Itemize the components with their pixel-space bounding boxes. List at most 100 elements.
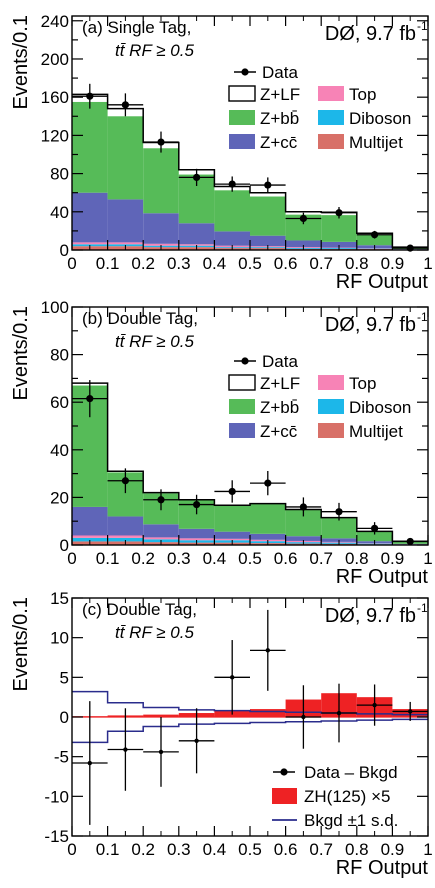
data-point	[230, 675, 235, 680]
x-tick-label: 0.9	[381, 254, 405, 273]
data-point	[264, 479, 272, 487]
data-point	[157, 138, 165, 146]
y-tick-label: 20	[50, 488, 69, 507]
x-axis-title: RF Output	[336, 857, 429, 879]
x-tick-label: 0.4	[203, 254, 227, 273]
panel-label: (a) Single Tag,	[82, 18, 191, 37]
panel-a-single-tag: 0 40 80 120 160 200 240 0 0.1 0.2 0.3 0.4 0.5 0.6 0.7 0…	[10, 12, 433, 293]
x-tick-label: 0.8	[345, 549, 369, 568]
legend: Data – Bkgd ZH(125) ×5 Bkgd ±1 s.d.	[272, 763, 398, 830]
x-tick-label: 0.9	[381, 840, 405, 859]
data-point	[86, 395, 94, 403]
x-tick-label: 0.1	[96, 254, 120, 273]
legend-top-label: Top	[349, 85, 376, 104]
top-bar	[143, 537, 179, 540]
data-point	[87, 760, 93, 766]
zcc-bar	[285, 536, 322, 541]
data-point	[157, 496, 165, 504]
zcc-bar	[250, 533, 286, 540]
legend-top-swatch	[318, 86, 344, 101]
y-tick-label: 160	[41, 88, 69, 107]
y-tick-label: -15	[44, 827, 69, 846]
zbb-bar	[356, 531, 393, 542]
zcc-bar	[321, 241, 357, 248]
zcc-bar	[107, 199, 144, 243]
zbb-bar	[72, 101, 108, 193]
panel-subtitle: tt̄ RF ≥ 0.5	[115, 623, 194, 642]
band-upper	[72, 690, 428, 716]
legend-diboson-swatch	[318, 399, 344, 414]
panel-label: (b) Double Tag,	[82, 309, 198, 328]
zcc-bar	[143, 524, 179, 538]
legend: Data Z+LF Top Z+bb̄ Diboson Z+cc̄ Multijet	[228, 352, 411, 441]
legend-zbb-label: Z+bb̄	[260, 109, 299, 128]
legend-zcc-label: Z+cc̄	[260, 133, 298, 152]
data-point	[123, 747, 128, 752]
legend-zlf-swatch	[228, 374, 256, 391]
panel-b-double-tag: 0 20 40 60 80 100 0 0.1 0.2 0.3 0.4 0.5 0.6 0.7 0.8 0.9…	[10, 298, 433, 588]
zbb-bar	[321, 215, 357, 242]
top-bar	[107, 242, 144, 245]
legend-data-label: Data	[262, 352, 298, 371]
x-tick-label: 0.5	[238, 254, 262, 273]
y-tick-label: 10	[50, 629, 69, 648]
data-point	[299, 503, 307, 511]
experiment-label: DØ, 9.7 fb	[325, 605, 416, 627]
panel-label: (c) Double Tag,	[82, 600, 197, 619]
legend-zcc-label: Z+cc̄	[260, 422, 298, 441]
y-tick-label: 200	[41, 50, 69, 69]
x-tick-label: 0.3	[167, 840, 191, 859]
experiment-label-superscript: -1	[417, 19, 428, 33]
y-tick-label: 60	[50, 393, 69, 412]
x-tick-label: 0.4	[203, 549, 227, 568]
x-tick-label: 0.3	[167, 254, 191, 273]
zcc-bar	[107, 516, 144, 536]
data-point	[228, 487, 236, 496]
zcc-bar	[214, 531, 250, 539]
data-point	[335, 508, 343, 516]
zbb-bar	[250, 196, 286, 236]
x-tick-label: 0.5	[238, 840, 262, 859]
diboson-bar	[72, 537, 108, 542]
legend-zcc-swatch	[229, 423, 255, 438]
zcc-bar	[143, 213, 179, 244]
legend-zlf-label: Z+LF	[260, 374, 300, 393]
y-tick-label: 15	[50, 589, 69, 608]
legend-zbb-label: Z+bb̄	[260, 398, 299, 417]
legend-data-marker-dot	[241, 68, 249, 76]
legend-multijet-swatch	[318, 134, 344, 149]
y-tick-label: 120	[41, 126, 69, 145]
data-point	[264, 181, 272, 189]
x-tick-label: 1	[423, 254, 432, 273]
x-tick-label: 0.8	[345, 840, 369, 859]
legend-multijet-label: Multijet	[349, 133, 403, 152]
legend-zcc-swatch	[229, 134, 255, 149]
top-bar	[72, 535, 108, 538]
x-tick-label: 0.4	[203, 840, 227, 859]
zbb-bar	[214, 505, 250, 532]
x-axis-title: RF Output	[336, 271, 429, 293]
data-point	[158, 749, 164, 755]
x-tick-label: 0.6	[274, 549, 298, 568]
legend-data-label: Data	[262, 63, 298, 82]
zcc-bar	[214, 231, 250, 246]
legend-diboson-label: Diboson	[349, 109, 411, 128]
y-tick-label: 40	[50, 441, 69, 460]
y-tick-label: -10	[44, 787, 69, 806]
x-tick-label: 0	[67, 549, 76, 568]
top-bar	[178, 244, 215, 246]
x-tick-label: 0.7	[309, 840, 333, 859]
zcc-bar	[250, 235, 286, 247]
x-tick-label: 0.7	[309, 254, 333, 273]
panel-subtitle: tt̄ RF ≥ 0.5	[115, 332, 194, 351]
top-bar	[107, 535, 144, 538]
top-bar	[72, 242, 108, 245]
x-tick-label: 0.1	[96, 549, 120, 568]
zcc-bar	[72, 192, 108, 243]
x-tick-label: 0.2	[131, 254, 155, 273]
data-point	[121, 101, 129, 109]
data-point	[228, 180, 236, 188]
y-tick-label: 100	[41, 298, 69, 317]
experiment-label-superscript: -1	[417, 601, 428, 615]
